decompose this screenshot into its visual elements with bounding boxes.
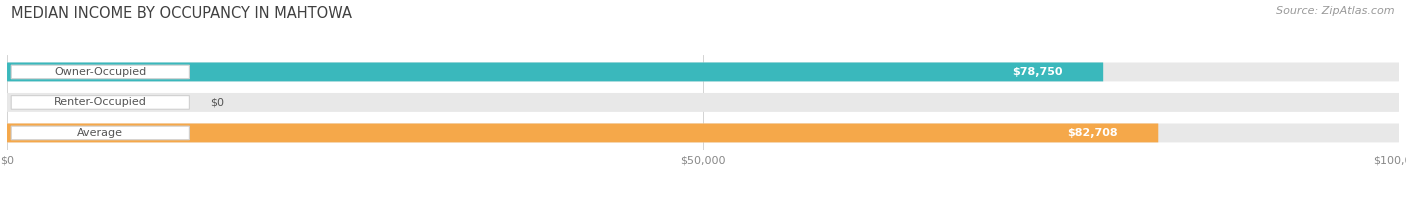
Text: $82,708: $82,708 [1067, 128, 1118, 138]
Text: $78,750: $78,750 [1012, 67, 1063, 77]
Text: Renter-Occupied: Renter-Occupied [53, 98, 146, 107]
FancyBboxPatch shape [1033, 126, 1152, 140]
Text: $0: $0 [211, 98, 224, 107]
Text: Owner-Occupied: Owner-Occupied [55, 67, 146, 77]
FancyBboxPatch shape [7, 124, 1159, 142]
FancyBboxPatch shape [11, 65, 190, 79]
FancyBboxPatch shape [979, 65, 1097, 79]
Text: Average: Average [77, 128, 124, 138]
Text: Source: ZipAtlas.com: Source: ZipAtlas.com [1277, 6, 1395, 16]
FancyBboxPatch shape [7, 62, 1399, 81]
FancyBboxPatch shape [11, 126, 190, 140]
FancyBboxPatch shape [7, 124, 1399, 142]
FancyBboxPatch shape [11, 96, 190, 109]
Text: MEDIAN INCOME BY OCCUPANCY IN MAHTOWA: MEDIAN INCOME BY OCCUPANCY IN MAHTOWA [11, 6, 353, 21]
FancyBboxPatch shape [7, 93, 1399, 112]
FancyBboxPatch shape [7, 62, 1104, 81]
